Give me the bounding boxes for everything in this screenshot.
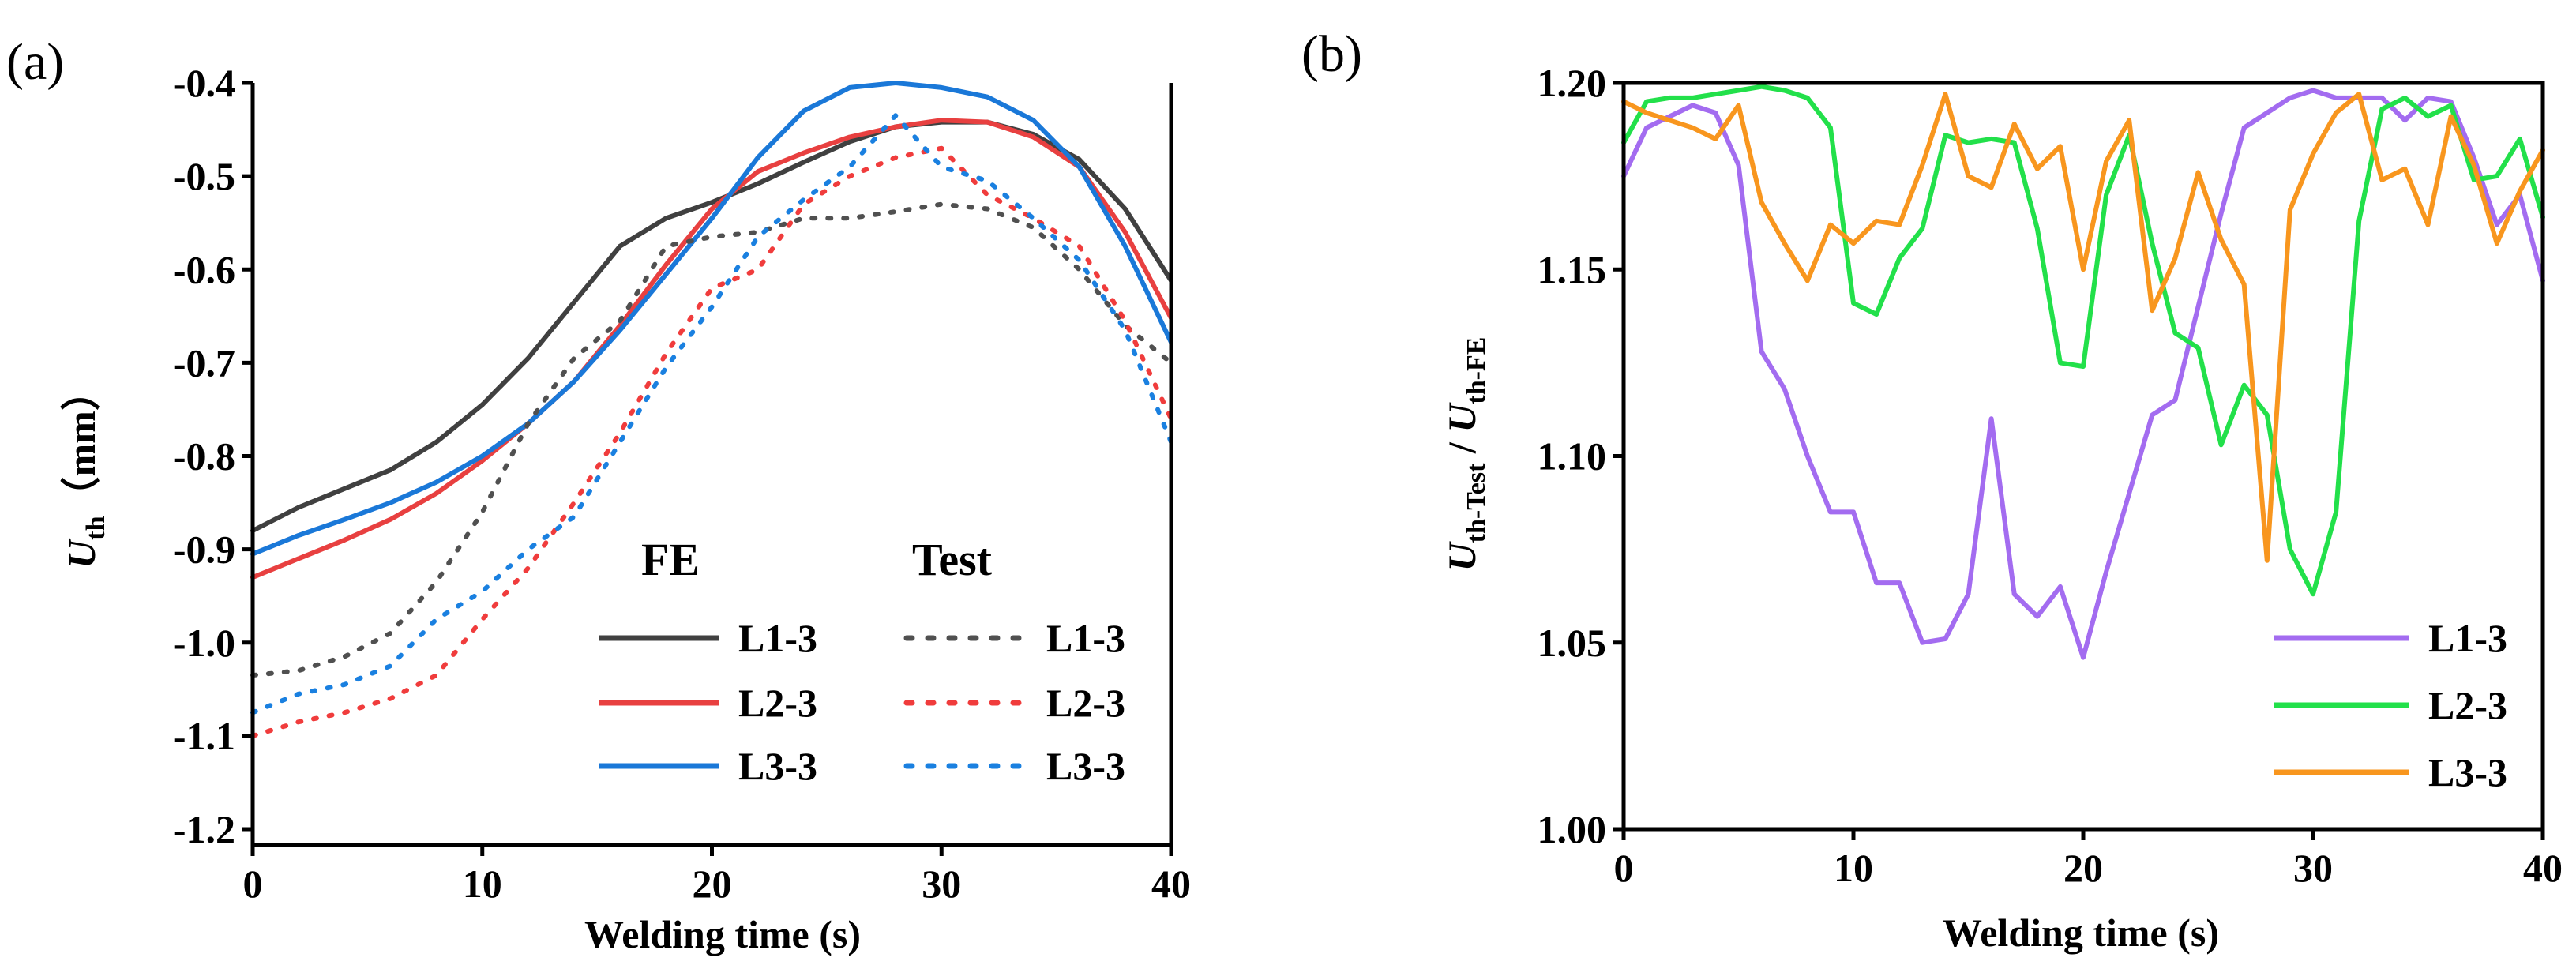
panel-b-y-title-num-sub: th-Test	[1462, 463, 1491, 543]
panel-a-series-fe-l2-3	[250, 118, 1173, 580]
legend-label-b-l2-3: L2-3	[2428, 683, 2507, 727]
panel-a-x-tick-label: 40	[1151, 862, 1191, 906]
panel-a-label: (a)	[6, 33, 64, 91]
panel-b-x-axis-title: Welding time (s)	[1943, 911, 2219, 955]
panel-b-y-tick-label: 1.20	[1538, 61, 1607, 105]
panel-a-x-tick-label: 0	[243, 862, 263, 906]
panel-b-label: (b)	[1301, 25, 1362, 83]
legend-group-title-test: Test	[912, 534, 993, 585]
panel-a-y-title-main: U	[59, 538, 103, 569]
panel-a-series-test-l1-3	[250, 201, 1173, 678]
legend-label-fe-l1-3: L1-3	[738, 616, 817, 660]
panel-a-series-test-l3-3	[250, 113, 1173, 715]
panel-a-y-tick-label: -0.5	[173, 154, 235, 198]
panel-a-y-tick-label: -0.7	[173, 340, 235, 385]
panel-b-series	[1621, 84, 2545, 660]
panel-b-y-title-den: U	[1440, 402, 1484, 433]
panel-a-ticks: -1.2 -1.1 -1.0 -0.9 -0.8 -0.7 -0.6 -0.5 -0.4 0 10 2…	[173, 61, 1191, 906]
panel-b-y-tick-label: 1.15	[1538, 247, 1607, 291]
panel-b-y-tick-label: 1.05	[1538, 621, 1607, 665]
panel-b-y-tick-label: 1.10	[1538, 434, 1607, 479]
panel-b-y-title-num: U	[1440, 540, 1484, 571]
panel-b-series-l3-3	[1621, 92, 2545, 563]
legend-label-b-l3-3: L3-3	[2428, 750, 2507, 794]
panel-b-x-tick-label: 10	[1834, 846, 1873, 890]
panel-b-y-title-den-sub: th-FE	[1462, 337, 1491, 404]
panel-a-y-tick-label: -0.9	[173, 528, 235, 572]
panel-a-series	[250, 81, 1173, 738]
panel-a-series-fe-l3-3	[250, 81, 1173, 557]
panel-b-x-tick-label: 30	[2293, 846, 2333, 890]
panel-a-y-tick-label: -1.2	[173, 807, 235, 851]
panel-b-series-l1-3	[1621, 88, 2545, 660]
panel-a-series-test-l2-3	[250, 145, 1173, 738]
panel-b-legend: L1-3 L2-3 L3-3	[2274, 616, 2507, 794]
panel-a-y-tick-label: -0.6	[173, 247, 235, 291]
panel-b-x-tick-label: 20	[2063, 846, 2103, 890]
legend-label-test-l3-3: L3-3	[1046, 744, 1125, 788]
legend-label-test-l2-3: L2-3	[1046, 681, 1125, 725]
panel-a-plot-frame	[253, 83, 1171, 829]
panel-a-y-tick-label: -0.8	[173, 434, 235, 479]
panel-b: (b) 1.00 1.05 1.10 1.15 1.20 0 10 20 30 40 Weldin…	[1301, 25, 2563, 955]
panel-a-y-tick-label: -1.1	[173, 714, 235, 758]
panel-b-y-title-sep: /	[1440, 433, 1484, 464]
panel-b-x-tick-label: 0	[1614, 846, 1634, 890]
panel-a-x-tick-label: 10	[463, 862, 502, 906]
panel-b-series-l2-3	[1621, 84, 2545, 597]
panel-b-y-axis-title: Uth-Test / Uth-FE	[1440, 337, 1491, 572]
panel-a-x-tick-label: 30	[922, 862, 961, 906]
panel-a-y-axis-title: Uth（mm）	[59, 371, 111, 569]
legend-label-b-l1-3: L1-3	[2428, 616, 2507, 660]
panel-a-x-tick-label: 20	[693, 862, 732, 906]
panel-b-y-tick-label: 1.00	[1538, 807, 1607, 851]
panel-a-y-tick-label: -1.0	[173, 621, 235, 665]
panel-a-y-tick-label: -0.4	[173, 61, 235, 105]
legend-label-fe-l2-3: L2-3	[738, 681, 817, 725]
legend-label-test-l1-3: L1-3	[1046, 616, 1125, 660]
panel-a-y-title-sub: th	[81, 516, 111, 539]
panel-b-x-tick-label: 40	[2523, 846, 2563, 890]
panel-b-ticks: 1.00 1.05 1.10 1.15 1.20 0 10 20 30 40	[1538, 61, 2563, 890]
panel-a: (a) -1.2 -1.1 -1.0 -0.9 -0.8 -0.7 -0.6 -0.5 -0.4…	[6, 33, 1191, 956]
legend-group-title-fe: FE	[641, 534, 700, 585]
panel-a-legend: FE Test L1-3 L2-3 L3-3 L1-3 L2-3 L3-3	[599, 534, 1125, 788]
panel-a-series-fe-l1-3	[250, 119, 1173, 533]
panel-a-y-title-unit: （mm）	[59, 371, 103, 516]
panel-a-x-axis-title: Welding time (s)	[584, 912, 861, 956]
legend-label-fe-l3-3: L3-3	[738, 744, 817, 788]
